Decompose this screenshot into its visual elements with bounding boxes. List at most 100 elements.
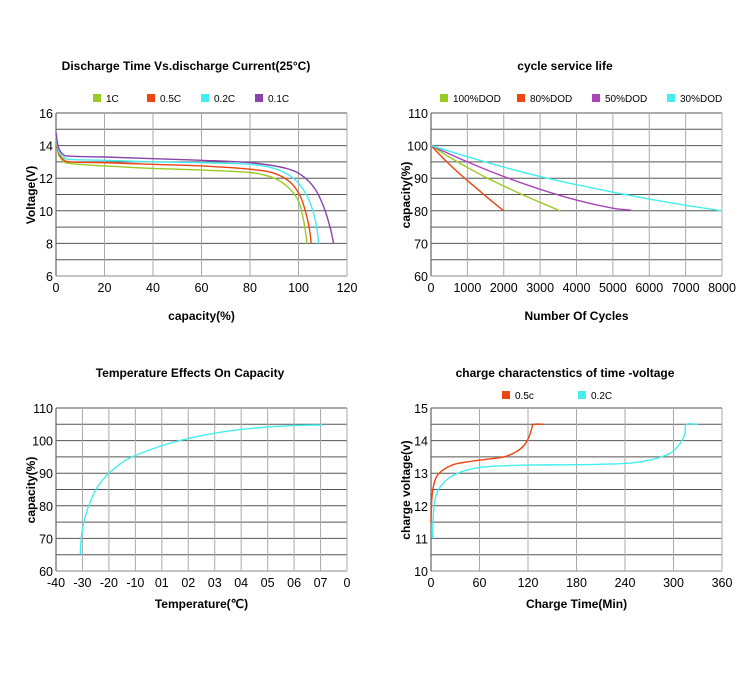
x-tick-label: 120 [518,576,539,590]
y-tick-label: 70 [39,532,53,546]
y-tick-label: 90 [414,172,428,186]
series-line-1c [55,138,308,244]
x-tick-label: 7000 [672,281,700,295]
y-tick-label: 14 [39,140,53,154]
series-line-100-dod [430,145,562,212]
y-tick-label: 60 [39,565,53,579]
y-tick-label: 110 [33,402,53,416]
legend-item: 1C [93,94,119,105]
x-tick-label: 2000 [490,281,518,295]
y-tick-label: 80 [39,500,53,514]
x-tick-label: 04 [234,576,248,590]
x-tick-label: 5000 [599,281,627,295]
chart-title: Temperature Effects On Capacity [96,366,285,380]
x-tick-label: 0 [344,576,351,590]
x-tick-label: 180 [566,576,587,590]
y-axis-label: capacity(%) [399,162,413,229]
legend-label: 100%DOD [453,94,501,105]
legend-swatch [201,94,209,102]
y-tick-label: 8 [46,237,53,251]
legend-item: 50%DOD [592,94,647,105]
x-tick-label: 60 [473,576,487,590]
legend-item: 80%DOD [517,94,572,105]
series-line-30-dod [430,144,723,212]
legend-item: 30%DOD [667,94,722,105]
x-tick-label: 240 [615,576,636,590]
legend-label: 0.1C [268,94,289,105]
legend-label: 30%DOD [680,94,722,105]
chart-cycle: cycle service life 0 1000 2000 3000 4000 5000 6… [399,59,736,323]
x-tick-label: 4000 [563,281,591,295]
y-tick-label: 90 [39,467,53,481]
series-line-80-dod [430,145,505,212]
x-tick-label: 8000 [708,281,736,295]
series-line-0-2c [55,135,320,244]
series-line-0-5c [430,423,545,523]
legend-label: 0.5c [515,391,534,402]
x-tick-label: 1000 [453,281,481,295]
legend-label: 1C [106,94,119,105]
y-axis-label: capacity(%) [24,457,38,524]
y-tick-label: 15 [414,402,428,416]
x-tick-label: 6000 [635,281,663,295]
x-tick-label: 06 [287,576,301,590]
legend-item: 0.5c [502,391,534,402]
legend-item: 0.1C [255,94,289,105]
chart-title: cycle service life [517,59,613,73]
x-tick-label: 07 [314,576,328,590]
x-tick-label: 0 [53,281,60,295]
legend-label: 80%DOD [530,94,572,105]
y-tick-label: 100 [32,435,53,449]
series-line-0-2c [431,422,698,539]
y-tick-label: 100 [407,140,428,154]
y-tick-label: 12 [414,500,428,514]
y-tick-label: 10 [414,565,428,579]
legend-swatch [667,94,675,102]
y-tick-label: 10 [39,205,53,219]
y-tick-label: 16 [39,107,53,121]
x-tick-label: 03 [208,576,222,590]
y-tick-label: 80 [414,205,428,219]
x-tick-label: 40 [146,281,160,295]
chart-temperature: Temperature Effects On Capacity -40 -30 -20… [24,366,351,611]
legend-label: 50%DOD [605,94,647,105]
x-tick-label: 60 [195,281,209,295]
x-tick-label: 05 [261,576,275,590]
y-tick-label: 60 [414,270,428,284]
y-axis-label: charge voltage(v) [399,440,413,539]
x-axis-label: Number Of Cycles [524,309,628,323]
chart-title: Discharge Time Vs.discharge Current(25°C… [62,59,311,73]
y-tick-label: 70 [414,237,428,251]
legend-label: 0.2C [591,391,612,402]
series-line-50-dod [430,144,632,211]
chart-charge: charge charactenstics of time -voltage 0 6… [399,366,732,611]
y-axis-label: Voltage(V) [24,166,38,224]
y-tick-label: 14 [414,435,428,449]
series-line-0-1c [55,132,335,244]
x-tick-label: 100 [288,281,309,295]
x-tick-label: 120 [337,281,358,295]
legend-swatch [517,94,525,102]
x-axis-label: Charge Time(Min) [526,597,627,611]
legend-label: 0.5C [160,94,181,105]
legend-swatch [502,391,510,399]
x-tick-label: 360 [712,576,733,590]
x-axis-label: capacity(%) [168,309,235,323]
legend-swatch [93,94,101,102]
legend-item: 0.5C [147,94,181,105]
x-tick-label: -40 [47,576,65,590]
legend-item: 100%DOD [440,94,501,105]
y-tick-label: 13 [414,467,428,481]
y-tick-label: 6 [46,270,53,284]
x-tick-label: -20 [100,576,118,590]
legend-label: 0.2C [214,94,235,105]
x-tick-label: 80 [243,281,257,295]
y-tick-label: 11 [415,532,428,546]
legend-swatch [147,94,155,102]
x-tick-label: 01 [155,576,169,590]
x-tick-label: 20 [98,281,112,295]
x-tick-label: -30 [73,576,91,590]
series-line-0-5c [55,137,312,244]
